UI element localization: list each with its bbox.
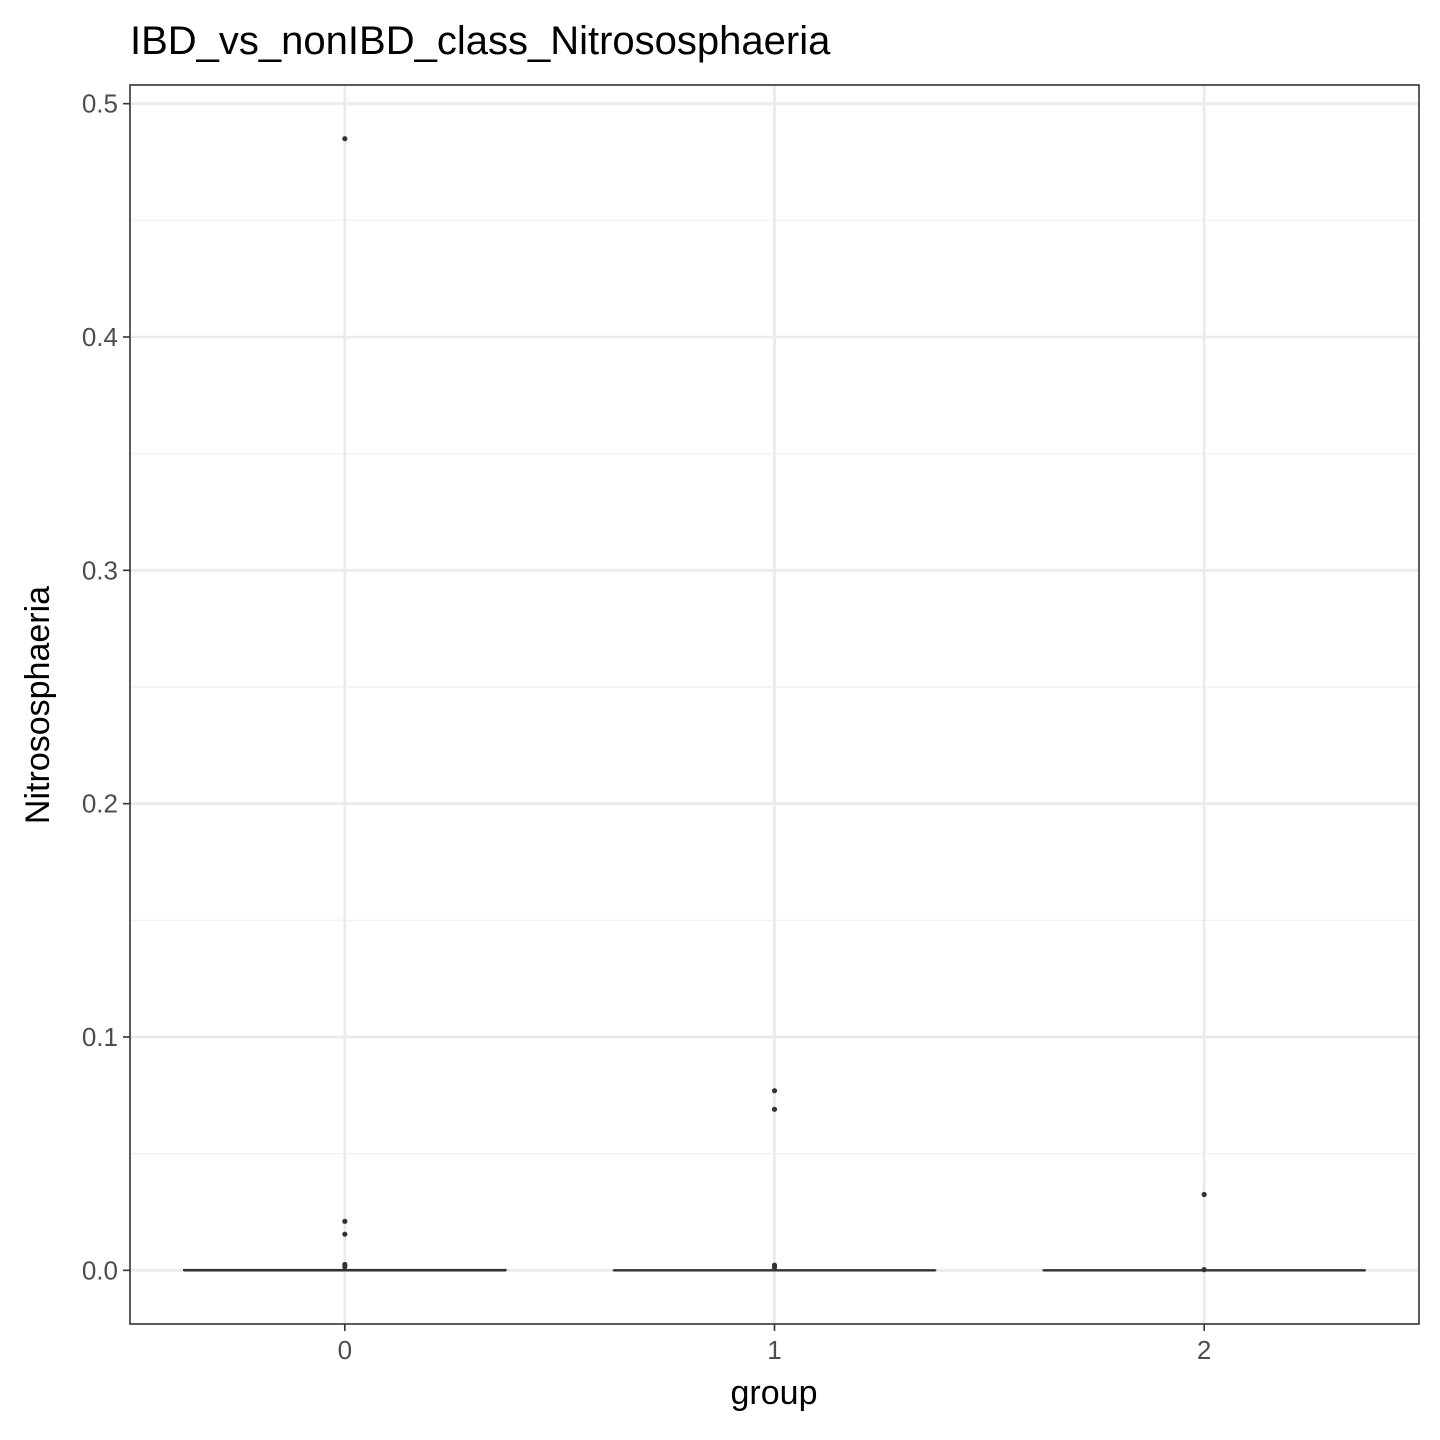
outlier-point xyxy=(342,136,348,142)
y-tick-label: 0.1 xyxy=(82,1022,118,1052)
y-tick-label: 0.5 xyxy=(82,89,118,119)
y-tick-label: 0.2 xyxy=(82,789,118,819)
y-tick-label: 0.4 xyxy=(82,322,118,352)
y-tick-label: 0.0 xyxy=(82,1255,118,1285)
x-axis-title: group xyxy=(731,1374,818,1412)
outlier-point xyxy=(1201,1267,1207,1273)
outlier-point xyxy=(771,1088,778,1094)
outlier-point xyxy=(771,1264,778,1271)
y-axis-title: Nitrososphaeria xyxy=(19,586,57,824)
outlier-point xyxy=(771,1106,778,1112)
outlier-point xyxy=(1201,1191,1207,1198)
x-tick-label: 0 xyxy=(338,1335,352,1365)
outlier-point xyxy=(342,1231,348,1237)
x-tick-label: 1 xyxy=(767,1335,781,1365)
axes: 0.0 0.1 0.2 0.3 0.4 0.5 0 1 2 xyxy=(82,89,1212,1365)
chart-title: IBD_vs_nonIBD_class_Nitrososphaeria xyxy=(130,19,831,63)
x-tick-label: 2 xyxy=(1197,1335,1211,1365)
y-tick-label: 0.3 xyxy=(82,555,118,585)
outlier-points xyxy=(342,136,1207,1273)
outlier-point xyxy=(342,1218,348,1224)
outlier-point xyxy=(342,1264,348,1270)
